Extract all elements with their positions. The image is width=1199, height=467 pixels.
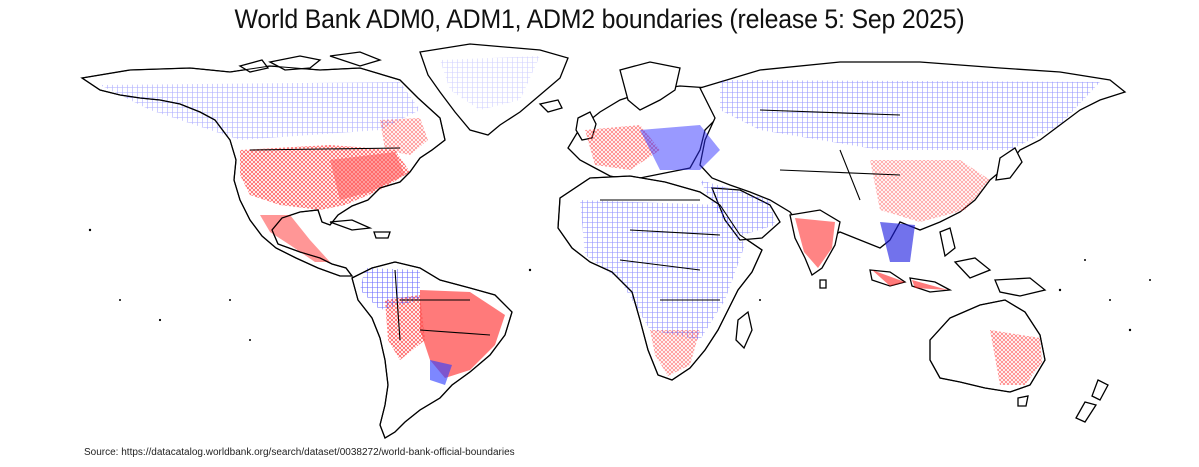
scandinavia	[619, 61, 681, 111]
source-citation: Source: https://datacatalog.worldbank.or…	[84, 447, 515, 458]
madagascar	[735, 310, 753, 350]
iceland	[538, 99, 563, 113]
map-title: World Bank ADM0, ADM1, ADM2 boundaries (…	[234, 4, 965, 34]
adm2-layer	[240, 118, 1042, 385]
new-zealand	[1075, 379, 1109, 423]
indonesia-islands	[869, 257, 1047, 297]
philippines	[939, 227, 956, 258]
tasmania	[1017, 395, 1029, 407]
adm1-layer	[100, 56, 1100, 385]
arctic-islands	[238, 51, 382, 73]
sri-lanka	[819, 279, 827, 289]
pacific-islands	[88, 228, 1151, 341]
caribbean-islands	[329, 219, 391, 239]
japan	[995, 147, 1023, 181]
adm0-outline-overlay	[80, 65, 1046, 439]
